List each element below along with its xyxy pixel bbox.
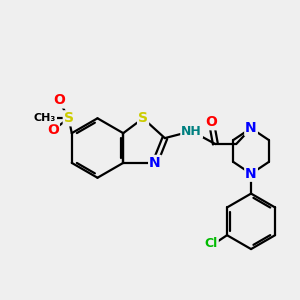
Text: N: N xyxy=(245,167,257,181)
Text: Cl: Cl xyxy=(205,237,218,250)
Text: O: O xyxy=(47,123,59,137)
Text: N: N xyxy=(245,121,257,135)
Text: CH₃: CH₃ xyxy=(34,113,56,123)
Text: S: S xyxy=(138,111,148,125)
Text: S: S xyxy=(64,111,74,125)
Text: O: O xyxy=(206,115,218,129)
Text: NH: NH xyxy=(181,125,202,138)
Text: N: N xyxy=(149,156,161,170)
Text: O: O xyxy=(53,94,65,107)
